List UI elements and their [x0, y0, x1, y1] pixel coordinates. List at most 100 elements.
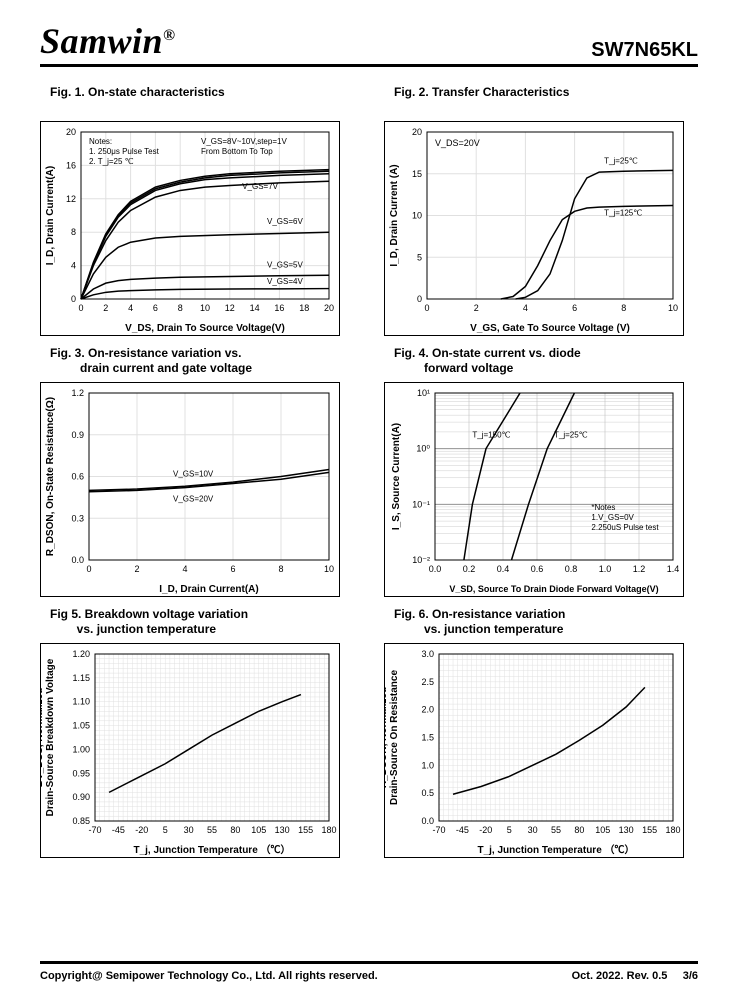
svg-text:130: 130	[275, 825, 290, 835]
svg-text:0: 0	[86, 564, 91, 574]
svg-text:1.V_GS=0V: 1.V_GS=0V	[591, 513, 634, 522]
svg-text:4: 4	[71, 261, 76, 271]
svg-text:0.6: 0.6	[531, 564, 544, 574]
svg-text:15: 15	[412, 169, 422, 179]
fig3-chart: 02468100.00.30.60.91.2I_D, Drain Current…	[40, 382, 340, 597]
part-number: SW7N65KL	[591, 39, 698, 62]
svg-text:V_GS=7V: V_GS=7V	[242, 182, 278, 191]
svg-text:0.6: 0.6	[71, 472, 84, 482]
svg-text:55: 55	[551, 825, 561, 835]
svg-text:1.2: 1.2	[71, 388, 84, 398]
svg-text:4: 4	[523, 303, 528, 313]
fig6-title: Fig. 6. On-resistance variation vs. junc…	[384, 607, 698, 637]
svg-text:5: 5	[507, 825, 512, 835]
svg-text:155: 155	[642, 825, 657, 835]
svg-text:V_GS=8V~10V,step=1V: V_GS=8V~10V,step=1V	[201, 137, 287, 146]
svg-text:1.15: 1.15	[72, 673, 90, 683]
svg-text:R_DSON, On-State Resistance(Ω): R_DSON, On-State Resistance(Ω)	[45, 397, 56, 556]
svg-text:0.85: 0.85	[72, 816, 90, 826]
svg-text:1.10: 1.10	[72, 697, 90, 707]
svg-text:0.0: 0.0	[71, 555, 84, 565]
fig1-chart: 02468101214161820048121620V_DS, Drain To…	[40, 121, 340, 336]
svg-text:0: 0	[424, 303, 429, 313]
svg-text:8: 8	[178, 303, 183, 313]
svg-text:I_D, Drain Current (A): I_D, Drain Current (A)	[389, 164, 400, 266]
svg-text:0: 0	[71, 294, 76, 304]
svg-text:4: 4	[182, 564, 187, 574]
svg-text:1.05: 1.05	[72, 721, 90, 731]
svg-text:12: 12	[66, 194, 76, 204]
svg-text:V_GS=20V: V_GS=20V	[173, 495, 214, 504]
svg-text:155: 155	[298, 825, 313, 835]
fig6-block: Fig. 6. On-resistance variation vs. junc…	[384, 607, 698, 858]
svg-text:8: 8	[621, 303, 626, 313]
svg-text:I_D, Drain Current(A): I_D, Drain Current(A)	[45, 166, 56, 265]
svg-text:180: 180	[321, 825, 336, 835]
brand-logo: Samwin®	[40, 20, 176, 62]
svg-text:20: 20	[324, 303, 334, 313]
svg-text:4: 4	[128, 303, 133, 313]
svg-text:1.4: 1.4	[667, 564, 680, 574]
fig1-block: Fig. 1. On-state characteristics 0246810…	[40, 85, 354, 336]
svg-text:105: 105	[251, 825, 266, 835]
svg-text:V_GS=6V: V_GS=6V	[267, 217, 303, 226]
fig4-title: Fig. 4. On-state current vs. diode forwa…	[384, 346, 698, 376]
svg-text:1.5: 1.5	[421, 733, 434, 743]
fig3-block: Fig. 3. On-resistance variation vs. drai…	[40, 346, 354, 597]
svg-text:-70: -70	[432, 825, 445, 835]
svg-text:-70: -70	[88, 825, 101, 835]
svg-text:6: 6	[230, 564, 235, 574]
svg-text:*Notes: *Notes	[591, 503, 615, 512]
svg-text:-45: -45	[112, 825, 125, 835]
svg-text:10: 10	[324, 564, 334, 574]
svg-text:14: 14	[250, 303, 260, 313]
svg-text:1.2: 1.2	[633, 564, 646, 574]
svg-text:V_DS=20V: V_DS=20V	[435, 138, 480, 148]
fig6-chart: -70-45-2053055801051301551800.00.51.01.5…	[384, 643, 684, 858]
svg-text:V_SD, Source To Drain Diode Fo: V_SD, Source To Drain Diode Forward Volt…	[449, 584, 658, 594]
svg-text:8: 8	[71, 227, 76, 237]
fig5-block: Fig 5. Breakdown voltage variation vs. j…	[40, 607, 354, 858]
svg-text:1.20: 1.20	[72, 649, 90, 659]
svg-text:V_GS, Gate To Source Voltage: V_GS, Gate To Source Voltage (V)	[470, 323, 630, 334]
svg-text:0.95: 0.95	[72, 768, 90, 778]
svg-text:2.5: 2.5	[421, 677, 434, 687]
svg-text:5: 5	[417, 252, 422, 262]
fig2-chart: 024681005101520V_GS, Gate To Source Volt…	[384, 121, 684, 336]
fig5-title: Fig 5. Breakdown voltage variation vs. j…	[40, 607, 354, 637]
svg-text:105: 105	[595, 825, 610, 835]
svg-text:8: 8	[278, 564, 283, 574]
fig4-chart: 0.00.20.40.60.81.01.21.410⁻²10⁻¹10⁰10¹V_…	[384, 382, 684, 597]
date-rev: Oct. 2022. Rev. 0.5	[572, 970, 668, 982]
svg-text:0.0: 0.0	[429, 564, 442, 574]
svg-text:12: 12	[225, 303, 235, 313]
svg-text:T_j, Junction Temperature （℃）: T_j, Junction Temperature （℃）	[477, 843, 634, 856]
svg-text:Drain-Source On Resistance: Drain-Source On Resistance	[389, 670, 400, 805]
svg-text:16: 16	[274, 303, 284, 313]
svg-text:18: 18	[299, 303, 309, 313]
page-footer: Copyright@ Semipower Technology Co., Ltd…	[40, 961, 698, 982]
svg-text:0: 0	[78, 303, 83, 313]
svg-text:1. 250μs Pulse Test: 1. 250μs Pulse Test	[89, 147, 160, 156]
svg-text:T_j=25℃: T_j=25℃	[604, 157, 638, 166]
svg-text:0.4: 0.4	[497, 564, 510, 574]
page-header: Samwin® SW7N65KL	[40, 20, 698, 67]
svg-text:I_S, Source Current(A): I_S, Source Current(A)	[391, 423, 402, 530]
svg-text:From Bottom To Top: From Bottom To Top	[201, 147, 273, 156]
svg-text:180: 180	[665, 825, 680, 835]
svg-text:2.0: 2.0	[421, 705, 434, 715]
svg-text:2.250uS Pulse test: 2.250uS Pulse test	[591, 523, 659, 532]
svg-text:2: 2	[103, 303, 108, 313]
svg-text:10⁰: 10⁰	[416, 444, 430, 454]
svg-text:10: 10	[668, 303, 678, 313]
svg-text:V_GS=10V: V_GS=10V	[173, 470, 214, 479]
svg-text:Notes:: Notes:	[89, 137, 112, 146]
svg-text:T_j=150℃: T_j=150℃	[472, 431, 510, 440]
svg-text:V_GS=5V: V_GS=5V	[267, 260, 303, 269]
svg-text:80: 80	[230, 825, 240, 835]
svg-text:V_DS, Drain To Source Voltage(: V_DS, Drain To Source Voltage(V)	[125, 323, 285, 334]
svg-text:6: 6	[572, 303, 577, 313]
svg-text:-45: -45	[456, 825, 469, 835]
fig2-block: Fig. 2. Transfer Characteristics 0246810…	[384, 85, 698, 336]
svg-text:-20: -20	[135, 825, 148, 835]
